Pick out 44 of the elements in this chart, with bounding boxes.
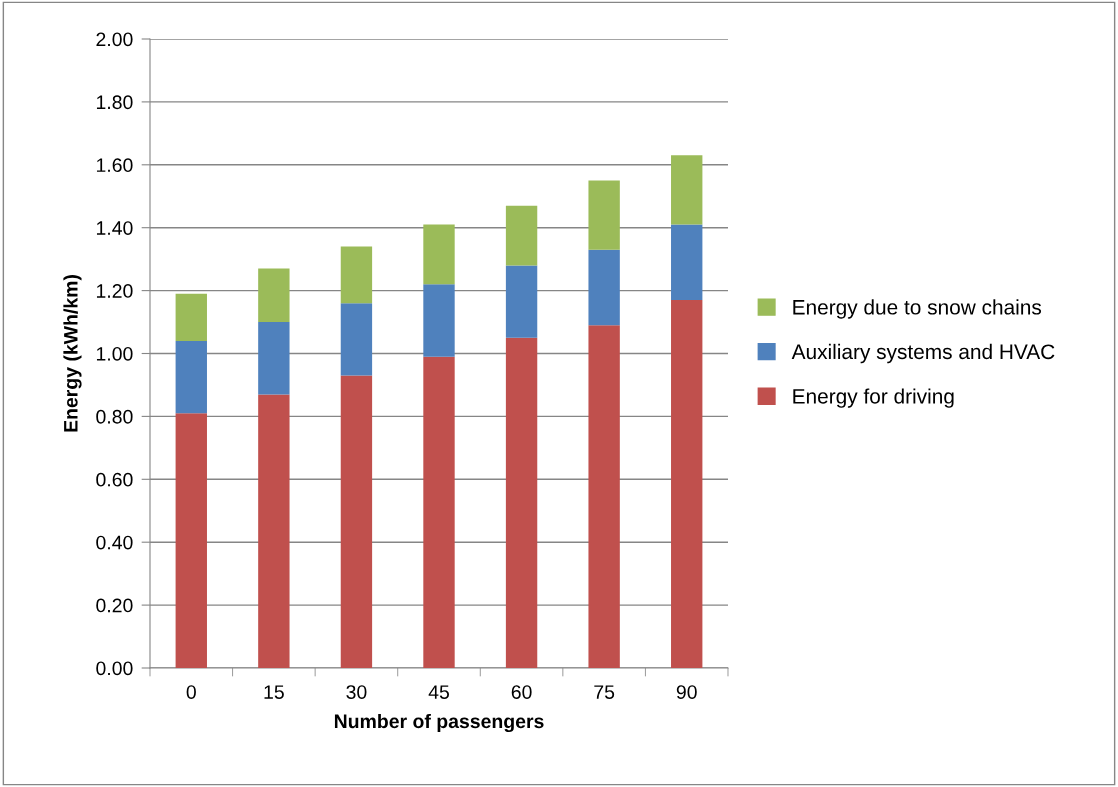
bar (423, 284, 455, 357)
bar (505, 205, 538, 266)
bar (258, 322, 290, 395)
bar (588, 180, 620, 250)
bar (588, 325, 620, 668)
bar (671, 300, 703, 668)
bar (671, 155, 703, 225)
x-tick-label: 60 (511, 685, 532, 699)
bar (175, 293, 207, 341)
y-tick-label: 1.60 (96, 158, 133, 173)
legend-label: Auxiliary systems and HVAC (791, 343, 1055, 364)
x-tick-label: 30 (346, 685, 367, 699)
bar (175, 340, 207, 414)
bar (588, 249, 620, 326)
bar (175, 413, 207, 668)
x-tick-label: 45 (428, 685, 449, 699)
bar (258, 268, 290, 323)
y-tick-label: 1.00 (96, 346, 133, 361)
y-tick-label: 0.60 (96, 472, 133, 487)
bar (340, 303, 373, 376)
bar (505, 337, 538, 668)
y-tick-label: 1.40 (96, 221, 133, 235)
y-tick-label: 1.20 (96, 284, 133, 298)
y-tick-label: 0.00 (96, 661, 133, 676)
bar (423, 224, 455, 285)
legend-label: Energy due to snow chains (793, 299, 1042, 319)
x-tick-label: 75 (594, 685, 615, 699)
bar (671, 224, 703, 301)
x-tick-label: 15 (264, 685, 284, 699)
y-tick-label: 0.20 (96, 598, 133, 613)
bar (258, 394, 290, 668)
y-tick-label: 2.00 (96, 32, 133, 47)
x-axis-title: Number of passengers (334, 713, 544, 733)
bar (505, 265, 538, 338)
bar (340, 246, 373, 304)
y-tick-label: 1.80 (96, 95, 133, 110)
x-tick-label: 0 (186, 685, 196, 699)
legend-label: Energy for driving (793, 388, 954, 408)
y-tick-label: 0.40 (96, 535, 133, 550)
x-tick-label: 90 (676, 685, 697, 699)
y-axis-title: Energy (kWh/km) (63, 275, 82, 432)
bar (423, 356, 455, 668)
bar (340, 375, 373, 668)
y-tick-label: 0.80 (96, 409, 133, 424)
